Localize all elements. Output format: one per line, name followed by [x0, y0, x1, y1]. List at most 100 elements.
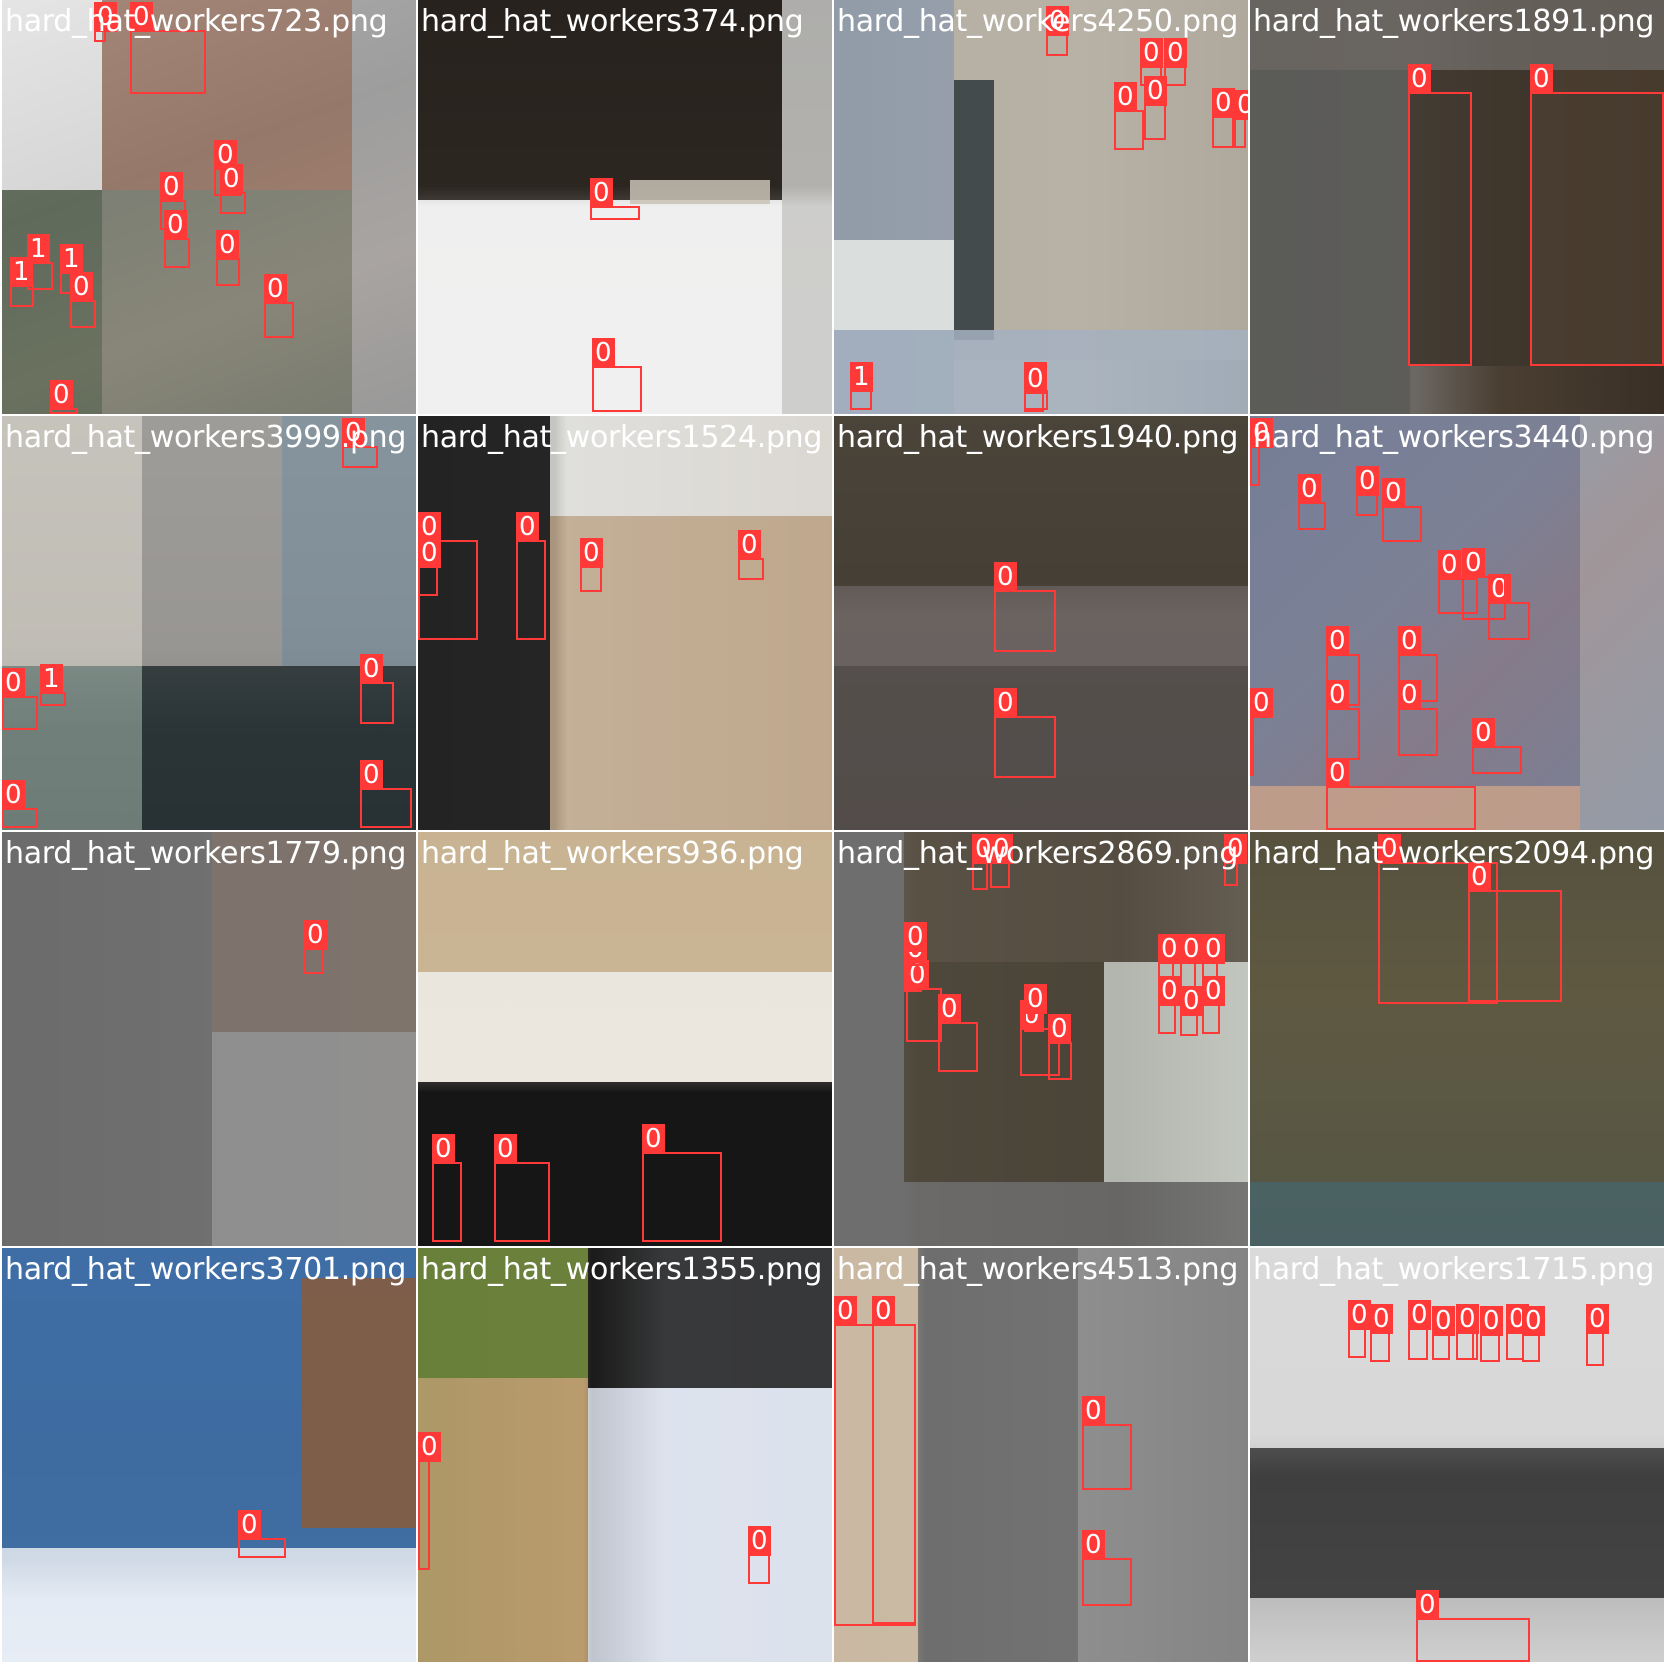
class-label: 0 [2, 668, 25, 698]
image-region [782, 0, 832, 414]
class-label: 0 [94, 2, 117, 32]
class-label: 0 [418, 538, 441, 568]
class-label: 0 [1158, 934, 1181, 964]
class-label: 1 [27, 234, 50, 264]
class-label: 0 [342, 418, 365, 448]
tile-filename: hard_hat_workers936.png [421, 836, 804, 871]
class-label: 0 [216, 230, 239, 260]
detection-box: 0 [1250, 688, 1273, 776]
detection-box: 0 [220, 164, 246, 214]
mosaic-tile: hard_hat_workers2094.png 0 0 [1250, 832, 1664, 1246]
image-region [1078, 1248, 1248, 1662]
tile-filename: hard_hat_workers1715.png [1253, 1252, 1655, 1287]
image-region [2, 0, 102, 190]
detection-box: 0 [592, 338, 642, 412]
detection-box: 0 [418, 1432, 441, 1570]
detection-box: 1 [40, 664, 66, 706]
detection-box: 0 [1114, 82, 1144, 150]
detection-box: 0 [94, 2, 117, 42]
detection-box: 0 [1250, 418, 1273, 486]
image-region [2, 190, 102, 414]
class-label: 0 [642, 1124, 665, 1154]
detection-box: 0 [1326, 758, 1476, 830]
detection-box: 0 [1082, 1396, 1132, 1490]
detection-box: 0 [1140, 38, 1163, 86]
image-region [588, 1248, 832, 1388]
mosaic-tile: hard_hat_workers1779.png 0 [2, 832, 416, 1246]
class-label: 0 [1378, 834, 1401, 864]
detection-box: 0 [1382, 478, 1422, 542]
detection-box: 0 [494, 1134, 550, 1242]
detection-box: 0 [1472, 718, 1522, 774]
class-label: 0 [214, 140, 237, 170]
image-region [142, 416, 282, 666]
mosaic-tile: hard_hat_workers1940.png 0 0 [834, 416, 1248, 830]
detection-box: 0 [516, 512, 546, 640]
tile-filename: hard_hat_workers4250.png [837, 4, 1239, 39]
detection-box: 0 [1398, 680, 1438, 756]
class-label: 0 [590, 178, 613, 208]
image-region [1250, 786, 1580, 830]
class-label: 0 [516, 512, 539, 542]
image-region [954, 80, 994, 340]
detection-box: 0 [1438, 550, 1478, 614]
image-region [954, 0, 1248, 360]
class-label: 0 [1586, 1304, 1609, 1334]
detection-box: 0 [1356, 466, 1379, 516]
image-region [1250, 1182, 1664, 1246]
tile-filename: hard_hat_workers1355.png [421, 1252, 823, 1287]
detection-box: 0 [216, 230, 240, 286]
class-label: 0 [1180, 934, 1203, 964]
class-label: 0 [1250, 418, 1273, 448]
detection-box: 0 [1158, 976, 1181, 1034]
class-label: 0 [1408, 64, 1431, 94]
detection-box: 0 [264, 274, 294, 338]
image-region [1250, 70, 1410, 414]
class-label: 0 [160, 172, 183, 202]
class-label: 0 [1416, 1590, 1439, 1620]
detection-box: 0 [972, 834, 995, 890]
detection-box: 0 [2, 668, 38, 730]
class-label: 0 [494, 1134, 517, 1164]
detection-box: 0 [1378, 834, 1498, 1004]
tile-filename: hard_hat_workers1891.png [1253, 4, 1655, 39]
class-label: 0 [164, 210, 187, 240]
image-region [834, 416, 1248, 586]
image-region [1250, 1598, 1664, 1662]
class-label: 0 [1370, 1304, 1393, 1334]
class-label: 0 [1468, 862, 1491, 892]
detection-box: 0 [1144, 76, 1167, 140]
image-region [550, 416, 832, 516]
mosaic-tile: hard_hat_workers1891.png 0 0 [1250, 0, 1664, 414]
class-label: 0 [904, 922, 927, 952]
image-region [918, 1248, 1078, 1662]
detection-box: 0 [1048, 1014, 1072, 1080]
detection-box: 1 [27, 234, 53, 290]
detection-box: 0 [70, 272, 96, 328]
image-region [418, 972, 832, 1082]
detection-box: 0 [164, 210, 190, 268]
image-region [2, 832, 212, 1246]
detection-box: 0 [1586, 1304, 1609, 1366]
class-label: 0 [1462, 548, 1485, 578]
mosaic-tile: hard_hat_workers1355.png 0 0 [418, 1248, 832, 1662]
detection-box: 0 [1224, 834, 1247, 886]
image-region [630, 180, 770, 204]
mosaic-tile: hard_hat_workers3999.png 0 0 1 0 0 0 [2, 416, 416, 830]
image-region [418, 416, 550, 830]
class-label: 0 [1046, 6, 1069, 36]
detection-box: 0 [642, 1124, 722, 1242]
tile-filename: hard_hat_workers3701.png [5, 1252, 407, 1287]
class-label: 0 [592, 338, 615, 368]
image-region [904, 1182, 1248, 1246]
class-label: 1 [40, 664, 63, 694]
class-label: 0 [360, 760, 383, 790]
detection-box: 0 [160, 172, 186, 230]
detection-box: 0 [738, 530, 764, 580]
tile-filename: hard_hat_workers374.png [421, 4, 804, 39]
class-label: 0 [220, 164, 243, 194]
detection-box: 0 [342, 418, 378, 468]
image-region [588, 1388, 832, 1662]
detection-box: 0 [1212, 88, 1235, 148]
